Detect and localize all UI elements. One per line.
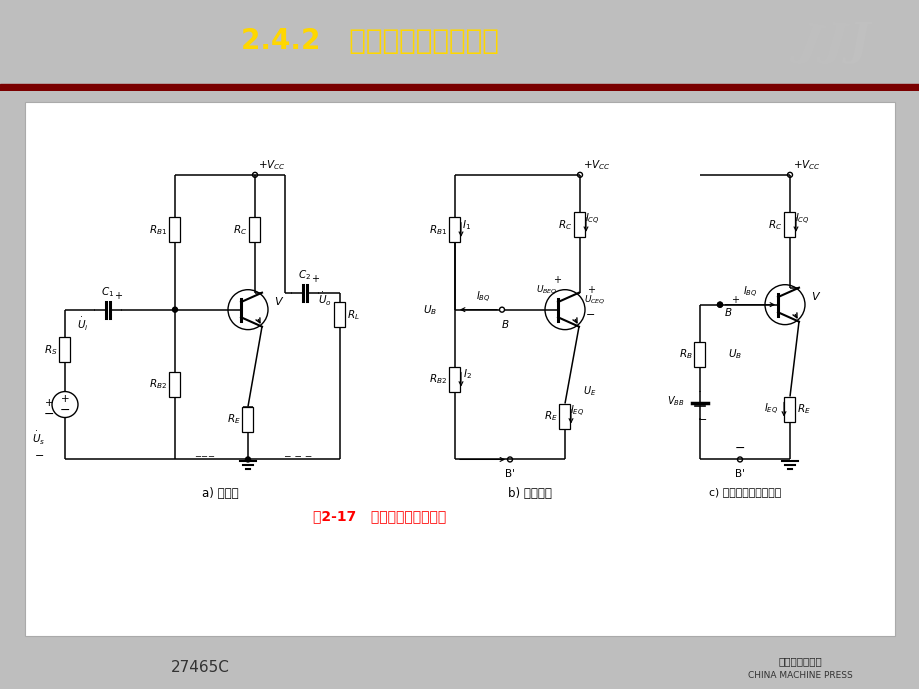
Text: $R_C$: $R_C$	[558, 218, 572, 232]
Bar	[694, 342, 705, 367]
Text: $\dot{U}_i$: $\dot{U}_i$	[77, 316, 89, 333]
Text: $+V_{CC}$: $+V_{CC}$	[257, 158, 286, 172]
Circle shape	[507, 457, 512, 462]
Text: $R_E$: $R_E$	[797, 402, 811, 416]
Circle shape	[245, 457, 250, 462]
Circle shape	[173, 307, 177, 312]
Text: $U_{CEQ}$: $U_{CEQ}$	[584, 294, 606, 306]
Text: $U_B$: $U_B$	[423, 302, 437, 316]
FancyBboxPatch shape	[25, 102, 894, 636]
Text: $I_1$: $I_1$	[462, 218, 471, 232]
Circle shape	[717, 302, 721, 307]
Bar	[559, 404, 570, 429]
Text: $R_E$: $R_E$	[543, 410, 557, 424]
Text: $+V_{CC}$: $+V_{CC}$	[792, 158, 820, 172]
Text: +: +	[114, 291, 122, 300]
Text: $I_{BQ}$: $I_{BQ}$	[742, 285, 756, 300]
Text: B: B	[501, 320, 508, 329]
Text: 2.4.2   分压式偏置放大电路: 2.4.2 分压式偏置放大电路	[241, 27, 498, 55]
Text: −: −	[35, 451, 45, 462]
Text: $R_C$: $R_C$	[233, 223, 247, 236]
Text: $R_E$: $R_E$	[226, 413, 240, 426]
Text: $C_1$: $C_1$	[101, 285, 115, 298]
Text: $R_{B2}$: $R_{B2}$	[149, 378, 167, 391]
Text: $I_{CQ}$: $I_{CQ}$	[794, 212, 809, 227]
Text: $V_{BB}$: $V_{BB}$	[666, 395, 685, 409]
Bar	[249, 217, 260, 243]
Text: $R_{B1}$: $R_{B1}$	[429, 223, 447, 236]
Text: B': B'	[505, 469, 515, 480]
Text: J: J	[795, 20, 823, 66]
Bar	[169, 217, 180, 243]
Bar	[449, 217, 460, 243]
Text: −: −	[585, 309, 595, 320]
Text: 27465C: 27465C	[170, 659, 229, 675]
Text: b) 直流通路: b) 直流通路	[507, 487, 551, 500]
Text: $\dot{U}_o$: $\dot{U}_o$	[318, 291, 332, 308]
Text: $\dot{U}_s$: $\dot{U}_s$	[31, 429, 45, 446]
Bar	[60, 337, 71, 362]
Text: +: +	[586, 285, 595, 295]
Text: V: V	[811, 291, 818, 302]
Text: $U_B$: $U_B$	[727, 348, 742, 362]
Circle shape	[737, 457, 742, 462]
Text: $I_2$: $I_2$	[462, 368, 471, 382]
Text: $R_B$: $R_B$	[678, 348, 692, 362]
Bar	[169, 372, 180, 397]
Text: −: −	[60, 404, 70, 417]
Text: J: J	[822, 21, 846, 65]
Text: $+V_{CC}$: $+V_{CC}$	[583, 158, 610, 172]
Text: $R_L$: $R_L$	[347, 308, 360, 322]
Text: B: B	[724, 308, 732, 318]
Text: − − −: − − −	[284, 452, 312, 461]
Text: $I_{EQ}$: $I_{EQ}$	[763, 402, 777, 417]
Bar	[573, 212, 584, 237]
Text: $R_C$: $R_C$	[767, 218, 782, 232]
Circle shape	[499, 307, 504, 312]
Text: $R_{B1}$: $R_{B1}$	[149, 223, 167, 236]
Circle shape	[577, 172, 582, 177]
Text: $U_{BEQ}$: $U_{BEQ}$	[536, 283, 557, 296]
Text: −: −	[698, 415, 707, 424]
Text: +: +	[61, 394, 69, 404]
Text: a) 电路图: a) 电路图	[201, 487, 238, 500]
Bar	[449, 367, 460, 392]
Text: $R_{B2}$: $R_{B2}$	[429, 373, 447, 387]
Bar	[784, 397, 795, 422]
Bar	[335, 302, 346, 327]
Text: 图2-17   分压式偏置放大电路: 图2-17 分压式偏置放大电路	[313, 509, 446, 524]
Bar	[0, 84, 919, 91]
Text: −: −	[734, 442, 744, 455]
Text: −−−: −−−	[194, 452, 215, 461]
Text: 机械工业出版社: 机械工业出版社	[777, 656, 821, 666]
Text: $I_{CQ}$: $I_{CQ}$	[584, 212, 598, 227]
Circle shape	[252, 172, 257, 177]
Circle shape	[787, 172, 791, 177]
Text: +: +	[731, 295, 738, 305]
Text: +: +	[311, 274, 319, 284]
Circle shape	[717, 302, 721, 307]
Text: +: +	[552, 275, 561, 285]
Text: J: J	[848, 21, 869, 65]
Text: +: +	[45, 398, 53, 407]
Text: $C_2$: $C_2$	[298, 268, 312, 282]
Text: $R_S$: $R_S$	[44, 342, 57, 356]
Text: $I_{EQ}$: $I_{EQ}$	[569, 404, 584, 419]
Text: $I_{BQ}$: $I_{BQ}$	[475, 290, 490, 305]
Text: B': B'	[734, 469, 744, 480]
Text: CHINA MACHINE PRESS: CHINA MACHINE PRESS	[747, 670, 851, 679]
Text: $U_E$: $U_E$	[583, 384, 596, 398]
Bar	[243, 407, 254, 432]
Text: c) 戴维宁等效直流通路: c) 戴维宁等效直流通路	[709, 487, 780, 497]
Bar	[784, 212, 795, 237]
Text: V: V	[274, 297, 281, 307]
Text: −: −	[44, 408, 54, 421]
